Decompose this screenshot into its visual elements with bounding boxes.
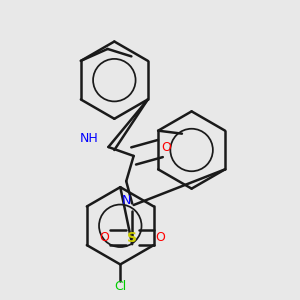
Text: S: S — [127, 231, 137, 245]
Text: O: O — [99, 231, 109, 244]
Text: NH: NH — [80, 132, 98, 145]
Text: N: N — [122, 194, 131, 207]
Text: O: O — [155, 231, 165, 244]
Text: O: O — [161, 140, 171, 154]
Text: Cl: Cl — [114, 280, 126, 293]
